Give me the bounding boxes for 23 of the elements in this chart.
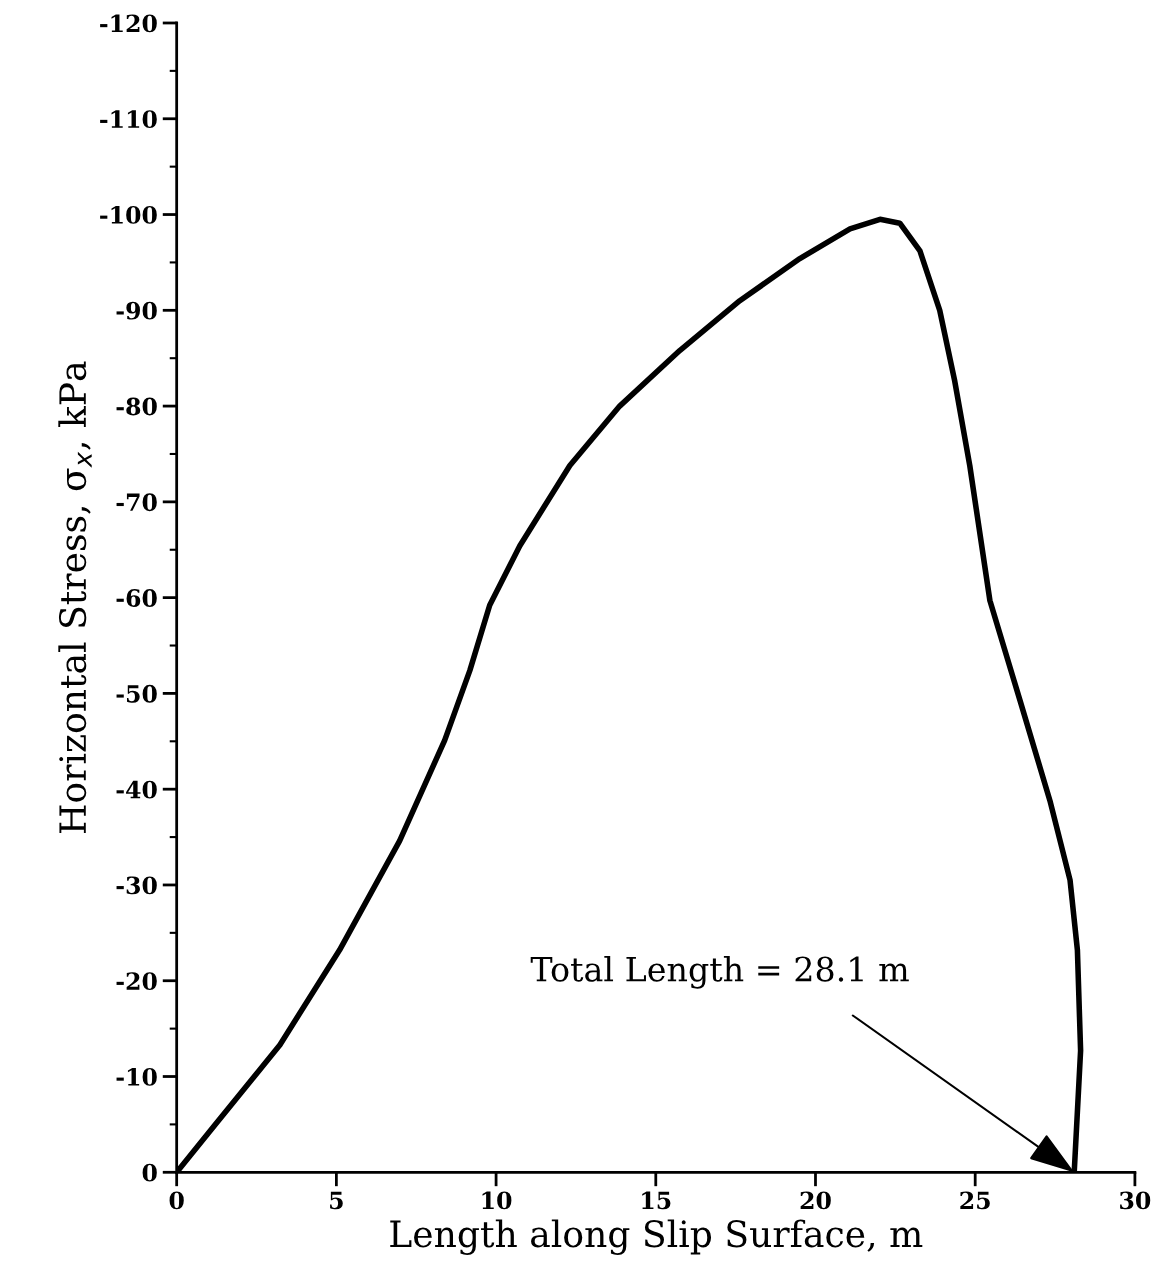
annotation: Total Length = 28.1 m bbox=[530, 955, 909, 989]
x-tick-label: 20 bbox=[800, 1191, 831, 1210]
y-axis-title: Horizontal Stress, σ$_{x}$, kPa bbox=[58, 361, 92, 834]
y-tick-label: -120 bbox=[100, 14, 157, 33]
y-tick-label: -110 bbox=[100, 110, 157, 129]
x-tick-label: 0 bbox=[169, 1191, 184, 1210]
y-tick-label: 0 bbox=[142, 1163, 157, 1182]
y-tick-label: -80 bbox=[116, 397, 157, 416]
y-tick-label: -70 bbox=[116, 493, 157, 512]
x-tick-label: 5 bbox=[330, 1191, 343, 1210]
x-tick-label: 10 bbox=[482, 1191, 512, 1210]
y-tick-label: -40 bbox=[116, 780, 157, 799]
y-tick-label: -10 bbox=[116, 1067, 157, 1086]
x-tick-label: 25 bbox=[960, 1191, 990, 1210]
y-tick-label: -30 bbox=[116, 876, 157, 895]
x-tick-label: 30 bbox=[1120, 1191, 1151, 1210]
y-tick-label: -90 bbox=[116, 301, 157, 320]
x-tick-label: 15 bbox=[642, 1191, 671, 1210]
y-tick-label: -50 bbox=[116, 684, 157, 703]
y-tick-label: -100 bbox=[100, 205, 157, 224]
y-tick-label: -20 bbox=[116, 972, 157, 991]
x-axis-title: Length along Slip Surface, m bbox=[390, 1219, 923, 1255]
y-tick-label: -60 bbox=[116, 589, 157, 607]
